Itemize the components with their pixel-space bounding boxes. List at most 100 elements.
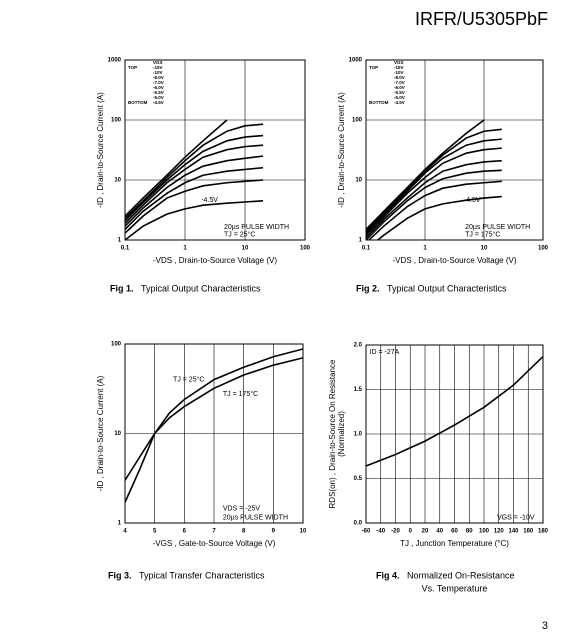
legend-top: TOP (128, 65, 137, 70)
legend-top: TOP (369, 65, 378, 70)
y-tick-label: 10 (114, 431, 121, 437)
figure-title: Typical Transfer Characteristics (139, 570, 265, 580)
legend-entry: -7.0V (394, 80, 405, 85)
x-tick-label: 0.1 (362, 246, 371, 252)
figure-label: Fig 1. (110, 283, 134, 293)
figure-title: Typical Output Characteristics (141, 283, 261, 293)
x-tick-label: 180 (538, 529, 549, 535)
x-tick-label: 100 (479, 529, 490, 535)
legend-entry: -7.0V (153, 80, 164, 85)
chart: 0.1 1 10 100 1 10 100 1000 VGS-15V-10V-8.0V-7.0V… (337, 58, 549, 294)
figure-title: Typical Output Characteristics (387, 283, 507, 293)
series-line (367, 180, 502, 240)
x-tick-label: 40 (436, 529, 443, 535)
annotation: TJ = 175°C (465, 230, 500, 238)
x-axis-label: -VDS , Drain-to-Source Voltage (V) (392, 256, 516, 265)
series-line (366, 147, 502, 236)
series-label: TJ = 175°C (223, 390, 258, 398)
x-tick-label: 0 (409, 529, 413, 535)
x-tick-label: 60 (451, 529, 458, 535)
legend-title: VGS (153, 60, 163, 65)
figure-label: Fig 2. (356, 283, 380, 293)
x-tick-label: 20 (422, 529, 429, 535)
series-line (125, 144, 264, 224)
x-tick-label: 7 (212, 529, 216, 535)
series-line (366, 119, 485, 230)
annotation: 20µs PULSE WIDTH (224, 224, 289, 231)
legend-bottom: BOTTOM (369, 100, 389, 105)
y-tick-label: 1.5 (354, 387, 363, 393)
x-tick-label: 4 (123, 529, 127, 535)
series-line (125, 155, 264, 227)
y-tick-label: 1000 (349, 58, 363, 64)
legend-entry: -4.5V (153, 100, 164, 105)
plot-frame (365, 344, 544, 524)
legend-entry: -10V (153, 70, 163, 75)
series-line (125, 119, 228, 217)
x-tick-label: 10 (481, 246, 488, 252)
y-tick-label: 100 (111, 118, 122, 124)
legend-entry: -8.0V (394, 75, 405, 80)
y-tick-label: 0.0 (354, 521, 363, 527)
legend-entry: -4.5V (394, 100, 405, 105)
chart: 4 5 6 7 8 9 10 1 10 100 TJ = 25°C TJ = 175°C VDS = -… (96, 342, 307, 581)
annotation: VGS = -10V (497, 515, 535, 522)
series-label: TJ = 25°C (173, 376, 204, 384)
annotation: -4.5V (201, 197, 218, 204)
x-tick-label: 6 (183, 529, 187, 535)
chart: 0.1 1 10 100 1 10 100 1000 VGS-15V-10V-8.0V-7.0V… (96, 58, 311, 294)
x-tick-label: 1 (423, 246, 427, 252)
annotation: -4.5V (464, 197, 481, 204)
legend-entry: -5.5V (394, 90, 405, 95)
y-tick-label: 0.5 (354, 476, 363, 482)
series-line (125, 179, 264, 234)
figure-label: Fig 4. (376, 570, 400, 580)
x-tick-label: 120 (494, 529, 505, 535)
y-tick-label: 10 (355, 178, 362, 184)
legend-entry: -6.0V (153, 85, 164, 90)
x-tick-label: -20 (391, 529, 400, 535)
x-tick-label: 100 (538, 246, 549, 252)
x-tick-label: 5 (153, 529, 157, 535)
series-line (376, 195, 502, 240)
x-axis-label: -VDS , Drain-to-Source Voltage (V) (153, 256, 277, 265)
y-axis-label: (Normalized) (337, 411, 346, 457)
chart: -60 -40 -20 0 20 40 60 80 100 120 140 160 180 0.0 0.5 1… (328, 343, 549, 594)
x-axis-label: -VGS , Gate-to-Source Voltage (V) (153, 539, 276, 548)
x-tick-label: 10 (242, 246, 249, 252)
x-tick-label: 0.1 (121, 246, 130, 252)
x-tick-label: 1 (183, 246, 187, 252)
series-line (366, 138, 502, 234)
page-number: 3 (542, 620, 548, 632)
legend-entry: -8.0V (153, 75, 164, 80)
y-axis-label: -ID , Drain-to-Source Current (A) (96, 92, 105, 208)
y-axis-label: -ID , Drain-to-Source Current (A) (96, 375, 105, 491)
legend-entry: -10V (394, 70, 404, 75)
x-tick-label: 9 (272, 529, 276, 535)
series-line (125, 200, 264, 240)
plot-frame (124, 343, 304, 524)
annotation: ID = -27A (370, 349, 400, 356)
x-tick-label: 160 (523, 529, 534, 535)
x-tick-label: 140 (508, 529, 519, 535)
y-tick-label: 100 (111, 342, 122, 348)
annotation: TJ = 25°C (224, 230, 255, 238)
page-header: IRFR/U5305PbF (415, 9, 548, 29)
legend-entry: -5.5V (153, 90, 164, 95)
annotation: VDS = -25V (223, 506, 260, 513)
annotation: 20µs PULSE WIDTH (465, 224, 530, 231)
y-axis-label: -ID , Drain-to-Source Current (A) (337, 92, 346, 208)
series-line (125, 134, 264, 222)
series-line (125, 123, 264, 219)
series-line (125, 357, 303, 481)
series-line (366, 159, 502, 239)
x-tick-label: 80 (466, 529, 473, 535)
series-line (366, 355, 543, 467)
legend-entry: -5.0V (394, 95, 405, 100)
plot-frame (365, 59, 544, 241)
y-axis-label: RDS(on) , Drain-to-Source On Resistance (328, 359, 337, 508)
series-line (366, 169, 502, 240)
plot-frame (124, 59, 306, 241)
legend-title: VGS (394, 60, 404, 65)
